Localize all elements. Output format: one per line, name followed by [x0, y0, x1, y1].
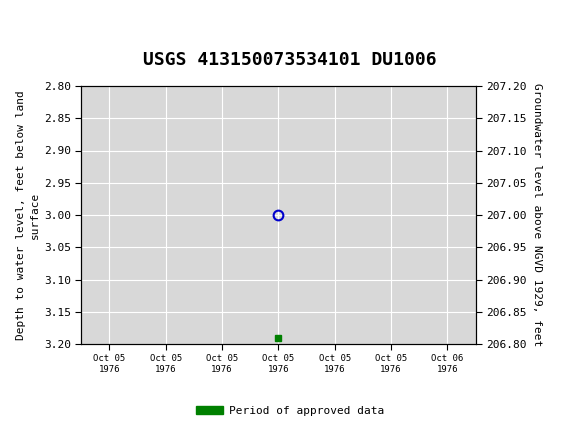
- Y-axis label: Depth to water level, feet below land
surface: Depth to water level, feet below land su…: [16, 90, 39, 340]
- Legend: Period of approved data: Period of approved data: [191, 401, 389, 420]
- Text: USGS 413150073534101 DU1006: USGS 413150073534101 DU1006: [143, 51, 437, 69]
- Text: ≋ USGS: ≋ USGS: [9, 12, 85, 31]
- Y-axis label: Groundwater level above NGVD 1929, feet: Groundwater level above NGVD 1929, feet: [532, 83, 542, 347]
